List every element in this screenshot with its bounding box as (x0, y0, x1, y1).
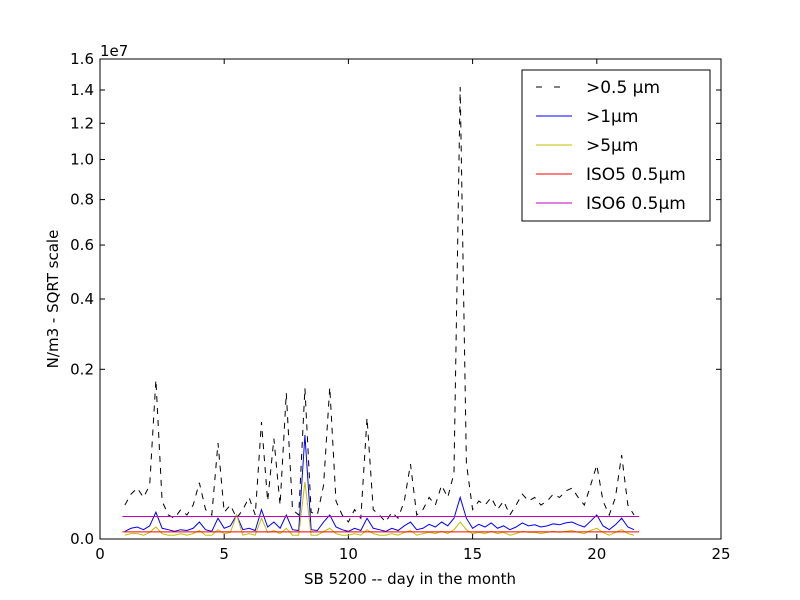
y-tick-label: 0.0 (70, 530, 94, 548)
x-tick-label: 25 (711, 545, 730, 563)
y-offset-label: 1e7 (100, 42, 128, 60)
y-tick-label: 0.4 (70, 290, 94, 308)
legend-label: >5µm (586, 136, 638, 156)
series-line (124, 435, 635, 533)
legend-label: >0.5 µm (586, 78, 660, 98)
x-axis-label: SB 5200 -- day in the month (304, 570, 516, 588)
y-tick-label: 0.2 (70, 360, 94, 378)
legend-label: ISO5 0.5µm (586, 165, 686, 185)
legend-label: ISO6 0.5µm (586, 194, 686, 214)
y-tick-label: 1.2 (70, 114, 94, 132)
y-axis-label: N/m3 - SQRT scale (44, 230, 62, 369)
y-tick-label: 0.8 (70, 191, 94, 209)
x-tick-label: 15 (463, 545, 482, 563)
x-tick-label: 5 (219, 545, 229, 563)
x-tick-label: 20 (587, 545, 606, 563)
x-tick-label: 0 (95, 545, 105, 563)
legend-label: >1µm (586, 107, 638, 127)
y-tick-label: 1.0 (70, 151, 94, 169)
series-line (124, 86, 635, 523)
plot-frame (99, 58, 722, 540)
x-tick-label: 10 (339, 545, 358, 563)
y-tick-label: 0.6 (70, 236, 94, 254)
y-tick-label: 1.6 (70, 50, 94, 68)
y-tick-label: 1.4 (70, 81, 94, 99)
